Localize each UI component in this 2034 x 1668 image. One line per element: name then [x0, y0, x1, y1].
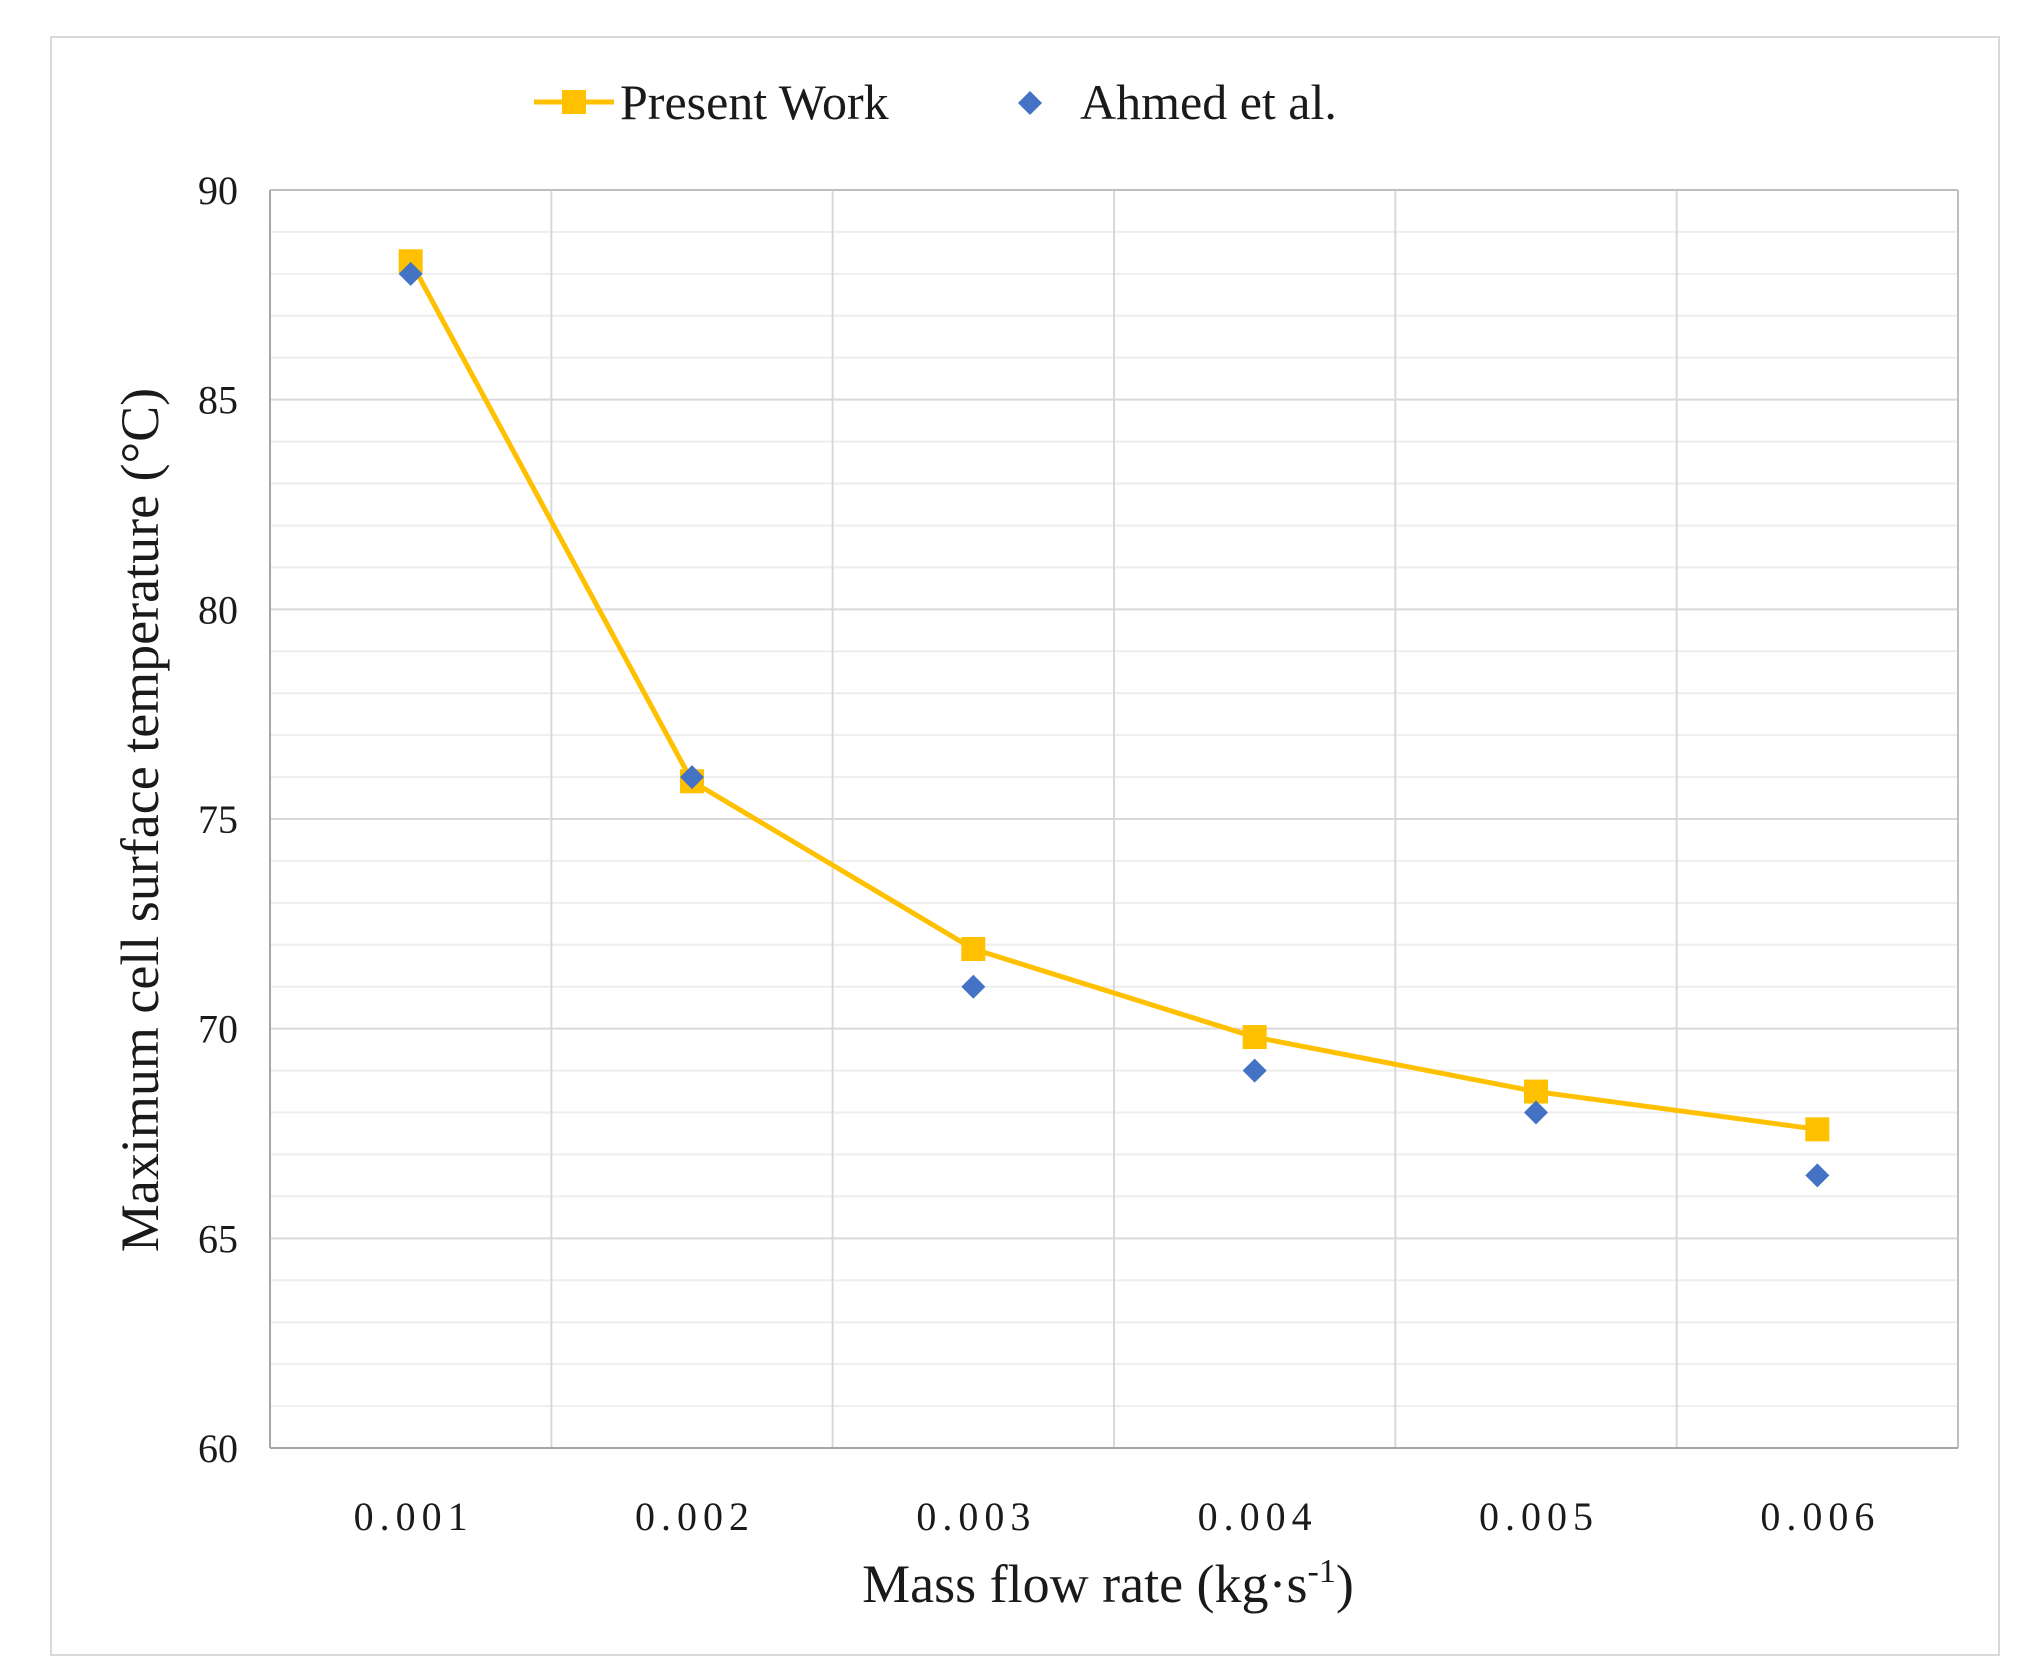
- y-tick-label: 75: [198, 797, 238, 842]
- y-tick-label: 90: [198, 168, 238, 213]
- legend-ahmed-label: Ahmed et al.: [1080, 74, 1337, 130]
- ahmed-point: [1805, 1163, 1830, 1188]
- ahmed-point: [1524, 1100, 1548, 1125]
- x-tick-label: 0.005: [1479, 1494, 1599, 1539]
- series-layer: [398, 249, 1830, 1188]
- x-tick-label: 0.006: [1760, 1494, 1880, 1539]
- y-axis-title: Maximum cell surface temperature (°C): [110, 388, 170, 1252]
- legend-present-work-square: [562, 90, 586, 114]
- y-tick-label: 60: [198, 1426, 238, 1471]
- x-tick-label: 0.003: [916, 1494, 1036, 1539]
- ahmed-point: [961, 974, 986, 999]
- ahmed-point: [680, 765, 704, 790]
- legend-ahmed-diamond: [1018, 91, 1042, 115]
- present-work-point: [1242, 1025, 1267, 1050]
- chart-frame: [50, 36, 2000, 1656]
- ahmed-point: [1242, 1058, 1267, 1083]
- x-axis-title-end: ): [1336, 1554, 1354, 1614]
- present-work-point: [961, 936, 986, 961]
- x-tick-label: 0.004: [1198, 1494, 1318, 1539]
- ahmed-point: [398, 261, 423, 286]
- axis-layer: 60 65 70 75 80 85 90 0.001 0.002 0.003 0.004 0.005 0…: [198, 168, 1959, 1539]
- y-tick-label: 80: [198, 587, 238, 632]
- x-axis-title-main: Mass flow rate (kg·s: [862, 1554, 1307, 1614]
- x-axis-title: Mass flow rate (kg·s-1): [862, 1553, 1354, 1614]
- present-work-point: [1805, 1117, 1830, 1142]
- grid-layer: [270, 189, 1958, 1448]
- x-tick-label: 0.001: [354, 1494, 474, 1539]
- present-work-point: [1524, 1079, 1548, 1104]
- legend-present-work-label: Present Work: [620, 74, 889, 130]
- present-work-line: [408, 260, 1818, 1132]
- legend: Present Work Ahmed et al.: [534, 74, 1337, 130]
- y-tick-label: 70: [198, 1007, 238, 1052]
- x-axis-title-sup: -1: [1308, 1553, 1336, 1590]
- y-tick-label: 65: [198, 1216, 238, 1261]
- x-tick-label: 0.002: [635, 1494, 755, 1539]
- y-tick-label: 85: [198, 378, 238, 423]
